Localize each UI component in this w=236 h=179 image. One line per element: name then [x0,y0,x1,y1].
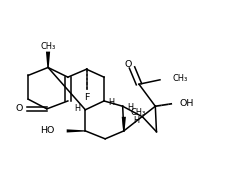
Polygon shape [46,52,50,67]
Text: H: H [133,116,139,125]
Text: CH₃: CH₃ [131,108,146,117]
Text: O: O [16,104,23,113]
Text: H: H [127,103,133,112]
Polygon shape [67,129,85,132]
Text: O: O [125,60,132,69]
Text: H: H [108,98,114,107]
Text: F: F [84,93,89,102]
Text: CH₃: CH₃ [172,74,188,83]
Text: OH: OH [180,99,194,108]
Text: H: H [74,104,80,113]
Text: CH₃: CH₃ [40,42,56,51]
Text: HO: HO [40,126,55,135]
Polygon shape [122,117,126,131]
